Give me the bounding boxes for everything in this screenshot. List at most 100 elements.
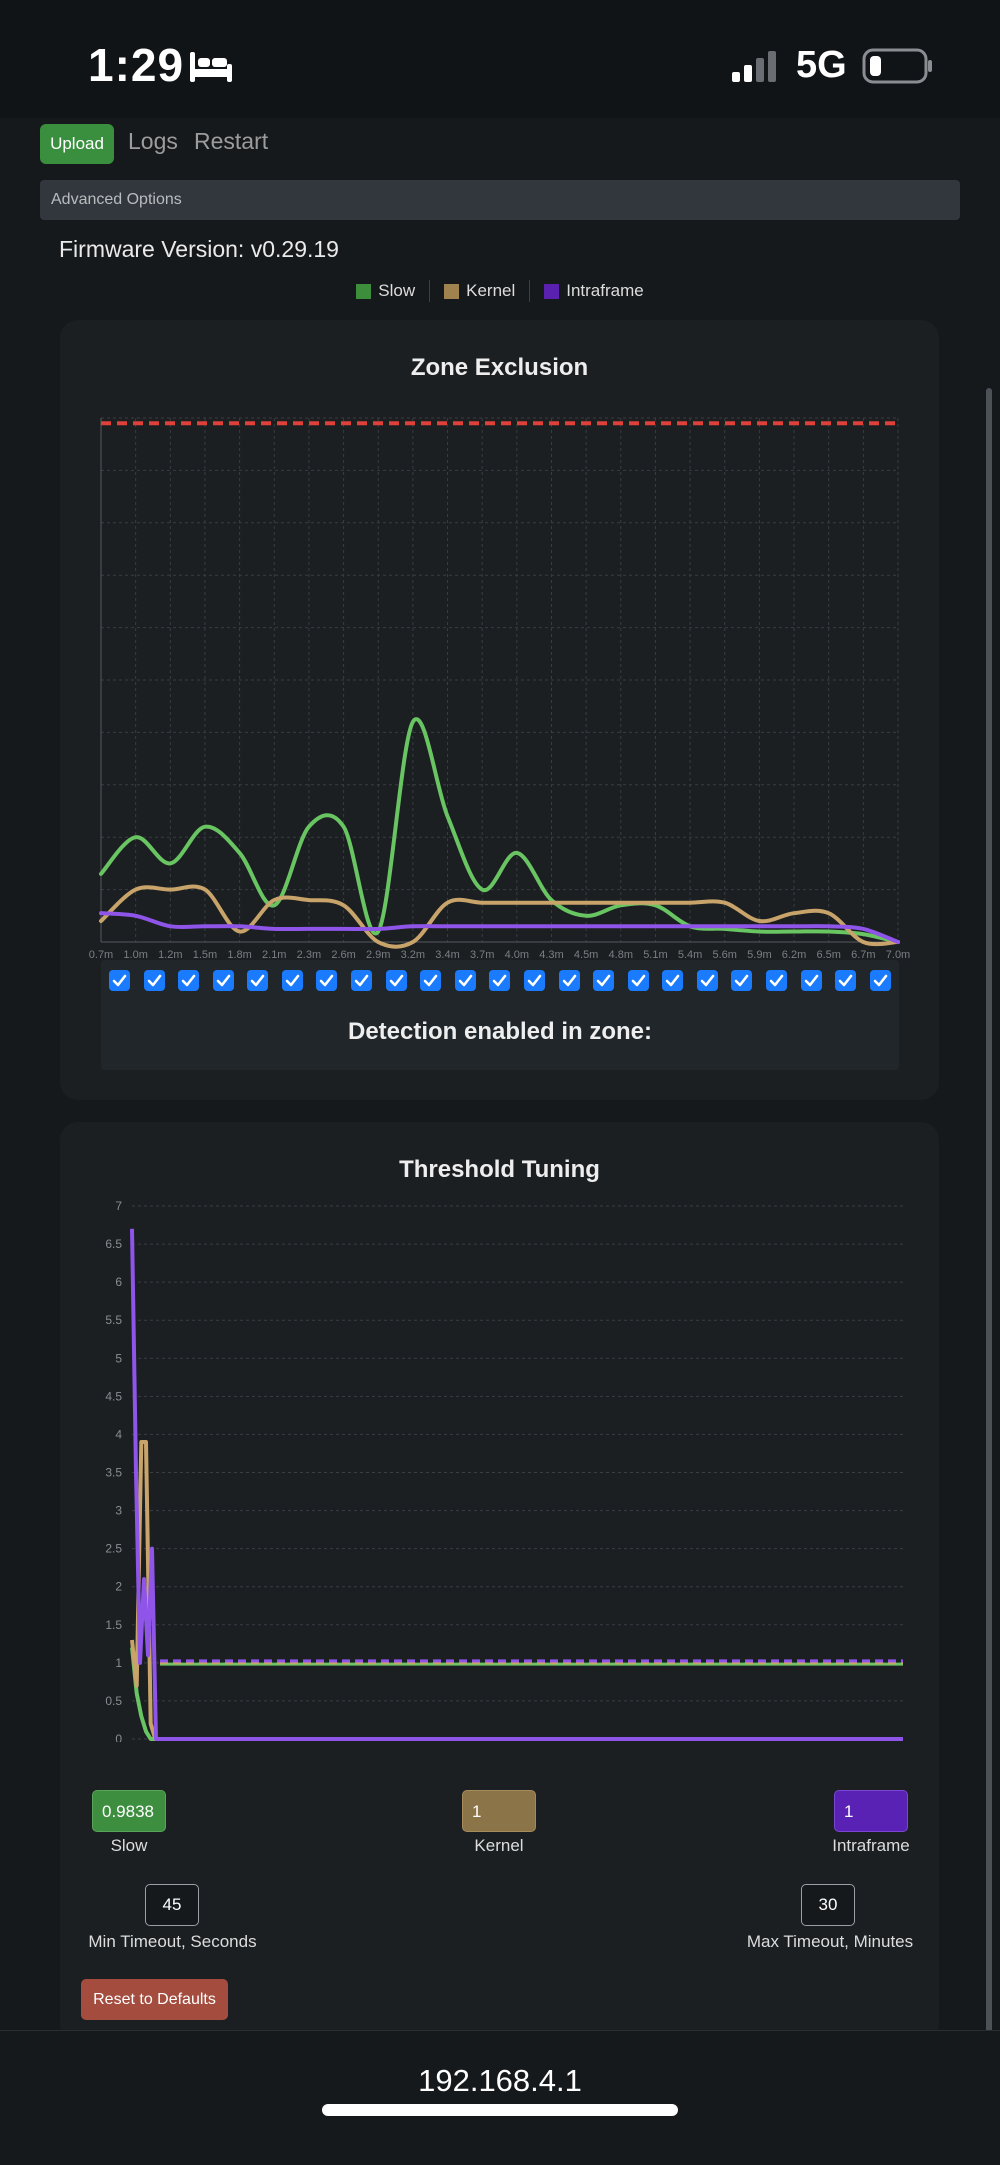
zone-checkbox[interactable]: [420, 970, 442, 991]
legend-item-intraframe[interactable]: Intraframe: [530, 281, 657, 301]
zone-checkbox[interactable]: [454, 970, 476, 991]
y-tick-label: 6: [115, 1275, 122, 1289]
upload-button[interactable]: Upload: [40, 124, 114, 164]
checkmark-icon: [527, 974, 542, 987]
checkmark-icon: [769, 974, 784, 987]
zone-checkbox[interactable]: [489, 970, 511, 991]
x-tick-label: 5.9m: [747, 949, 771, 960]
zone-checkbox[interactable]: [662, 970, 684, 991]
network-type: 5G: [796, 44, 847, 86]
zone-checkbox[interactable]: [212, 970, 234, 991]
firmware-version: Firmware Version: v0.29.19: [59, 236, 339, 262]
x-tick-label: 3.2m: [401, 949, 425, 960]
series-line-slow: [99, 717, 900, 944]
y-tick-label: 0: [115, 1732, 122, 1742]
x-tick-label: 1.0m: [123, 949, 147, 960]
page-scrollbar[interactable]: [986, 388, 992, 2030]
zone-checkbox[interactable]: [143, 970, 165, 991]
x-tick-label: 5.1m: [643, 949, 667, 960]
status-bar: 1:29 5G: [0, 0, 1000, 118]
x-tick-label: 2.1m: [262, 949, 286, 960]
x-tick-label: 4.8m: [609, 949, 633, 960]
kernel-threshold-label: Kernel: [474, 1836, 524, 1855]
home-indicator[interactable]: [322, 2104, 678, 2116]
zone-checkbox[interactable]: [351, 970, 373, 991]
reset-defaults-button[interactable]: Reset to Defaults: [81, 1979, 228, 2020]
max-timeout-input[interactable]: 30: [801, 1884, 855, 1926]
x-tick-label: 2.9m: [366, 949, 390, 960]
zone-checkbox[interactable]: [247, 970, 269, 991]
zone-checkbox[interactable]: [316, 970, 338, 991]
legend-item-slow[interactable]: Slow: [342, 281, 429, 301]
min-timeout-label: Min Timeout, Seconds: [88, 1932, 257, 1951]
series-line-intraframe: [99, 911, 900, 944]
intraframe-threshold-input[interactable]: 1: [834, 1790, 908, 1832]
zone-checkbox[interactable]: [385, 970, 407, 991]
checkmark-icon: [665, 974, 680, 987]
zone-checkbox[interactable]: [281, 970, 303, 991]
checkmark-icon: [320, 974, 334, 987]
x-tick-label: 4.0m: [505, 949, 529, 960]
checkmark-icon: [285, 974, 300, 987]
x-tick-label: 1.2m: [158, 949, 182, 960]
zone-checkbox[interactable]: [869, 970, 891, 991]
min-timeout-input[interactable]: 45: [145, 1884, 199, 1926]
x-tick-label: 6.5m: [816, 949, 840, 960]
zone-checkbox[interactable]: [627, 970, 649, 991]
zone-checkbox[interactable]: [731, 970, 753, 991]
zone-exclusion-card: Zone Exclusion 0.7m 1.0m 1.2m 1.5m 1.8m 2.1m 2…: [60, 320, 939, 1100]
y-tick-label: 2.5: [105, 1542, 122, 1556]
checkmark-icon: [493, 974, 507, 987]
legend-swatch-kernel: [444, 283, 460, 299]
checkmark-icon: [562, 974, 576, 987]
zone-checkbox[interactable]: [835, 970, 857, 991]
y-tick-label: 3: [115, 1504, 122, 1518]
y-tick-label: 2: [115, 1580, 122, 1594]
zone-checkbox[interactable]: [178, 970, 200, 991]
y-tick-label: 4.5: [105, 1389, 122, 1403]
checkmark-icon: [735, 974, 749, 987]
y-tick-label: 1.5: [105, 1618, 122, 1632]
x-tick-label: 5.6m: [713, 949, 737, 960]
clock: 1:29: [88, 39, 185, 91]
zone-checkbox[interactable]: [696, 970, 718, 991]
threshold-tuning-chart: 0 0.5 1 1.5 2 2.5 3 3.5 4 4.5 5 5.5 6 6.5 7: [105, 1199, 903, 1742]
checkmark-icon: [700, 974, 715, 987]
logs-link[interactable]: Logs: [128, 128, 178, 154]
threshold-tuning-card: Threshold Tuning 0 0.5 1 1.5 2 2.5 3 3.5 4 4.5 5 5.…: [60, 1122, 939, 2030]
legend-item-kernel[interactable]: Kernel: [430, 281, 529, 301]
zone-checkbox[interactable]: [765, 970, 787, 991]
y-tick-label: 5: [115, 1351, 122, 1365]
zone-panel: Detection enabled in zone:: [101, 960, 899, 1070]
checkmark-icon: [181, 974, 196, 987]
x-tick-label: 6.7m: [851, 949, 875, 960]
zone-checkbox[interactable]: [800, 970, 822, 991]
x-tick-label: 5.4m: [678, 949, 702, 960]
web-page: Upload Logs Restart Advanced Options Fir…: [0, 118, 1000, 2030]
zone-checkbox[interactable]: [593, 970, 615, 991]
legend-swatch-intraframe: [544, 283, 560, 299]
restart-link[interactable]: Restart: [194, 128, 269, 154]
y-tick-label: 0.5: [105, 1694, 122, 1708]
chart-legend: Slow Kernel Intraframe: [0, 278, 1000, 304]
slow-threshold-input[interactable]: 0.9838: [92, 1790, 166, 1832]
y-tick-label: 4: [115, 1427, 122, 1441]
zone-checkbox[interactable]: [109, 970, 130, 991]
x-tick-label: 1.5m: [193, 949, 217, 960]
y-tick-label: 5.5: [105, 1313, 122, 1327]
browser-address-bar[interactable]: 192.168.4.1: [0, 2030, 1000, 2165]
advanced-options-toggle[interactable]: Advanced Options: [40, 180, 960, 220]
checkmark-icon: [458, 974, 473, 987]
bed-icon: [190, 52, 232, 82]
battery-icon: [862, 48, 932, 84]
kernel-threshold-input[interactable]: 1: [462, 1790, 536, 1832]
x-tick-label: 1.8m: [227, 949, 251, 960]
zone-checkbox[interactable]: [523, 970, 545, 991]
checkmark-icon: [354, 974, 369, 987]
checkmark-icon: [423, 974, 438, 987]
x-tick-label: 6.2m: [782, 949, 806, 960]
legend-divider: [429, 280, 431, 302]
checkmark-icon: [838, 974, 853, 987]
zone-checkbox[interactable]: [558, 970, 580, 991]
checkmark-icon: [112, 974, 127, 987]
